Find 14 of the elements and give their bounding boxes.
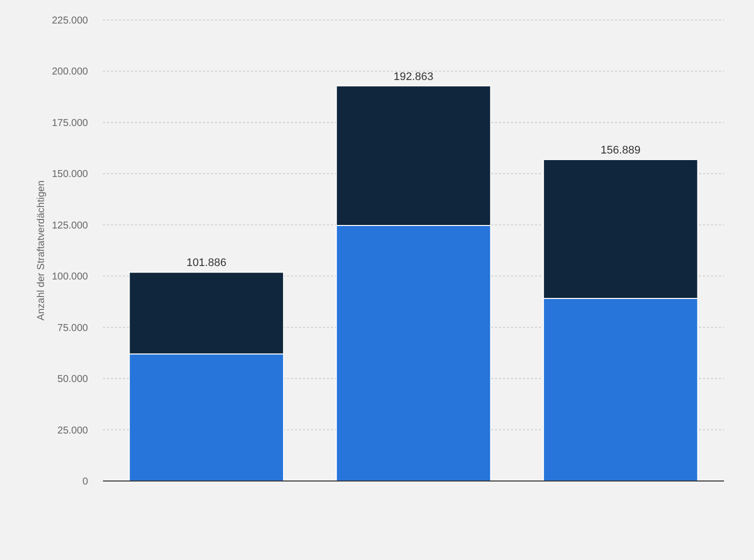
y-tick-label: 75.000: [57, 322, 88, 334]
total-label: 101.886: [186, 257, 226, 270]
y-tick-label: 200.000: [52, 66, 88, 78]
y-tick-label: 125.000: [52, 220, 88, 232]
y-tick-label: 25.000: [57, 425, 88, 436]
y-tick-label: 100.000: [52, 272, 88, 283]
total-label: 192.863: [394, 70, 434, 83]
y-tick-label: 175.000: [52, 118, 88, 129]
y-tick-label: 225.000: [52, 16, 88, 26]
total-label: 156.889: [600, 144, 640, 157]
y-tick-label: 0: [82, 476, 88, 488]
y-tick-label: 50.000: [57, 374, 88, 386]
y-tick-label: 150.000: [52, 169, 88, 180]
y-axis-title: Anzahl der Straftatverdächtigen: [36, 180, 47, 321]
